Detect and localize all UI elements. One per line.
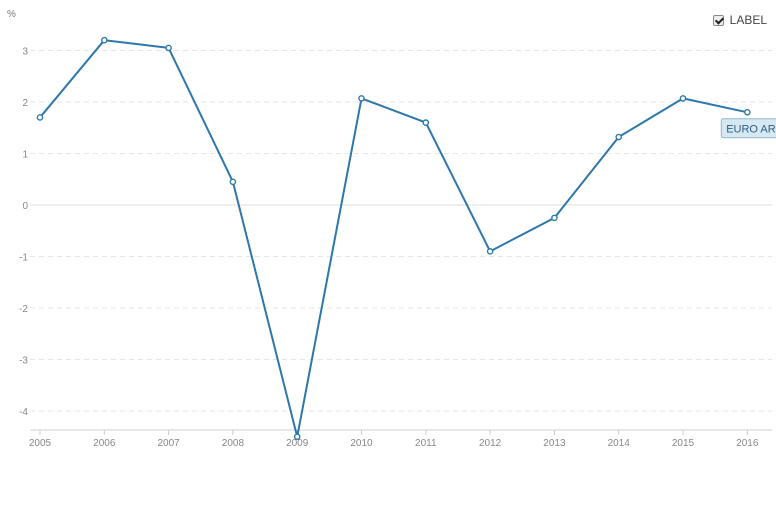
x-tick-label: 2010	[350, 438, 373, 449]
data-point	[615, 133, 623, 141]
series-label-badge: EURO AREA	[720, 118, 776, 139]
x-tick-label: 2015	[672, 438, 695, 449]
series-label-box	[720, 118, 776, 139]
y-tick-label: 1	[22, 150, 28, 161]
x-tick-label: 2007	[157, 438, 180, 449]
series-label-text: EURO AREA	[726, 123, 776, 135]
x-tick-label: 2005	[29, 438, 52, 449]
y-tick-label: 2	[22, 98, 28, 109]
data-point	[36, 114, 44, 121]
x-tick-label: 2008	[222, 438, 245, 449]
label-checkbox[interactable]	[712, 14, 724, 26]
y-tick-label: -1	[19, 253, 28, 264]
x-tick-label: 2012	[479, 438, 502, 449]
y-tick-label: -4	[19, 407, 28, 418]
y-unit-label: %	[7, 9, 16, 20]
data-point	[293, 433, 301, 441]
x-tick-label: 2009	[286, 438, 309, 449]
x-tick-label: 2011	[415, 438, 437, 449]
y-tick-label: -2	[19, 304, 28, 315]
data-point	[358, 95, 365, 102]
x-tick-label: 2014	[608, 438, 631, 449]
data-point	[165, 44, 172, 52]
x-tick-label: 2006	[93, 438, 116, 449]
series-line	[39, 39, 748, 438]
x-tick-label: 2013	[543, 438, 566, 449]
data-point	[101, 36, 108, 44]
y-tick-label: -3	[19, 356, 28, 367]
data-point	[229, 178, 237, 186]
label-toggle[interactable]: LABEL	[712, 13, 767, 27]
label-toggle-text: LABEL	[729, 13, 767, 27]
y-tick-label: 3	[22, 47, 28, 58]
y-tick-label: 0	[22, 201, 28, 212]
data-point	[486, 248, 494, 255]
data-point	[679, 95, 687, 102]
data-point	[551, 214, 558, 222]
x-tick-label: 2016	[736, 438, 759, 449]
data-point	[422, 119, 430, 126]
data-point	[744, 109, 751, 116]
